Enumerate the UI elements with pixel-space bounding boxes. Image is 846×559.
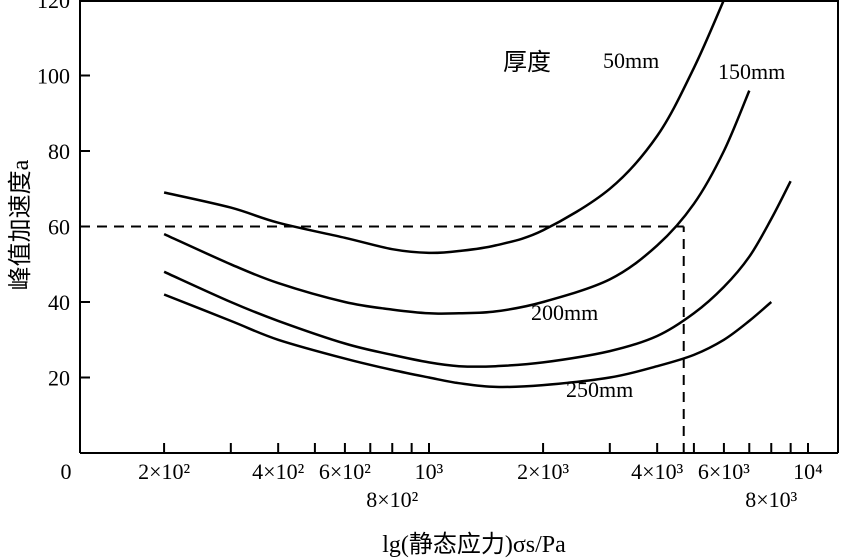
x-axis-title: lg(静态应力)σs/Pa	[382, 531, 566, 558]
x-tick-label: 2×10³	[517, 459, 569, 484]
x-tick-label: 2×10²	[138, 459, 190, 484]
curve-label-150mm: 150mm	[718, 59, 785, 84]
curve-label-250mm: 250mm	[566, 377, 633, 402]
x-tick-label: 4×10²	[252, 459, 304, 484]
curve-label-200mm: 200mm	[531, 300, 598, 325]
x-tick-label: 10³	[415, 459, 444, 484]
x-tick-label: 8×10³	[745, 487, 797, 512]
series-line-200mm	[163, 180, 792, 368]
x-tick-label: 6×10²	[319, 459, 371, 484]
y-tick-label: 40	[48, 290, 70, 315]
curve-label-50mm: 50mm	[603, 48, 659, 73]
y-axis-title: 峰值加速度a	[7, 159, 34, 290]
series-line-50mm	[163, 0, 726, 255]
series-line-150mm	[163, 90, 751, 315]
y-tick-label: 60	[48, 215, 70, 240]
curves	[163, 0, 792, 389]
x-tick-label: 6×10³	[698, 459, 750, 484]
x-tick-label: 8×10²	[366, 487, 418, 512]
x-tick-label: 4×10³	[631, 459, 683, 484]
y-tick-label: 100	[37, 64, 70, 89]
y-tick-label: 80	[48, 139, 70, 164]
x-tick-label: 10⁴	[793, 459, 823, 484]
legend-title: 厚度	[503, 49, 551, 76]
y-tick-label: 20	[48, 366, 70, 391]
series-line-250mm	[163, 293, 773, 389]
origin-label: 0	[61, 459, 72, 484]
reference-lines	[80, 225, 685, 453]
x-axis-ticks: 2×10² 4×10² 6×10² 8×10² 10³ 2×10³ 4×10³ 6×10³ 8×…	[138, 443, 823, 512]
y-tick-label: 120	[37, 0, 70, 13]
